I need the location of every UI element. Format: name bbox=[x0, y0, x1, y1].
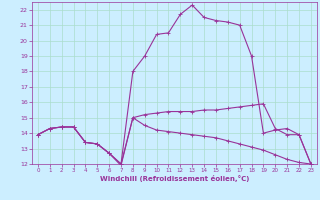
X-axis label: Windchill (Refroidissement éolien,°C): Windchill (Refroidissement éolien,°C) bbox=[100, 175, 249, 182]
